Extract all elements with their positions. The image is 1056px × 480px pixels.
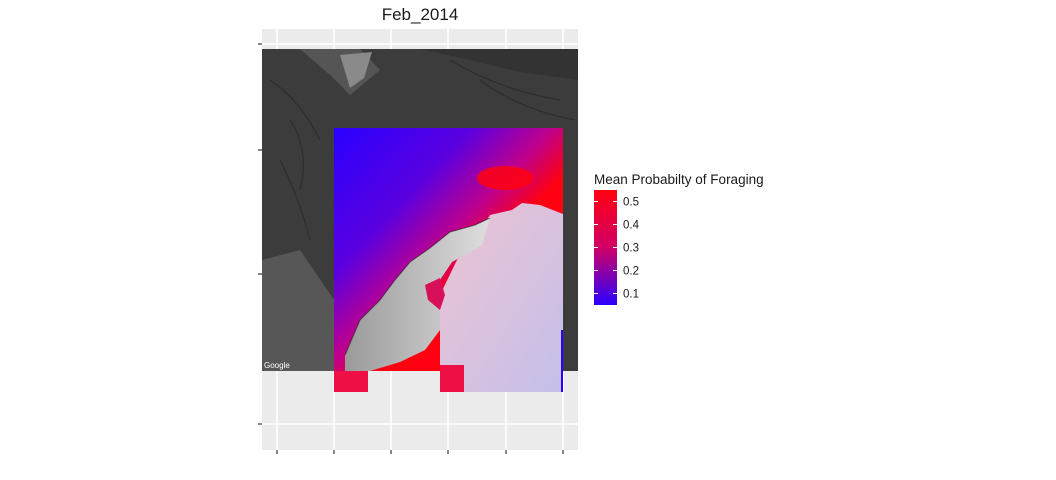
legend-tick-label: 0.5 bbox=[623, 197, 639, 209]
heatmap-layer bbox=[334, 128, 563, 392]
legend-title: Mean Probabilty of Foraging bbox=[594, 172, 764, 187]
legend-tick-label: 0.2 bbox=[623, 266, 639, 278]
legend-tick-label: 0.3 bbox=[623, 243, 639, 255]
legend: Mean Probabilty of Foraging 0.5 0.4 0.3 0.2… bbox=[594, 172, 764, 305]
x-axis-ticks bbox=[276, 450, 564, 454]
legend-ticks: 0.5 0.4 0.3 0.2 0.1 bbox=[594, 197, 640, 301]
legend-colorbar bbox=[594, 190, 617, 305]
basemap-attribution: Google bbox=[264, 361, 290, 370]
peninsula-land bbox=[345, 218, 490, 371]
plot-panel: Google bbox=[262, 29, 578, 450]
y-axis-ticks bbox=[258, 43, 262, 425]
legend-tick-label: 0.4 bbox=[623, 220, 640, 232]
legend-tick-label: 0.1 bbox=[623, 289, 639, 301]
chart-title: Feb_2014 bbox=[382, 5, 459, 24]
